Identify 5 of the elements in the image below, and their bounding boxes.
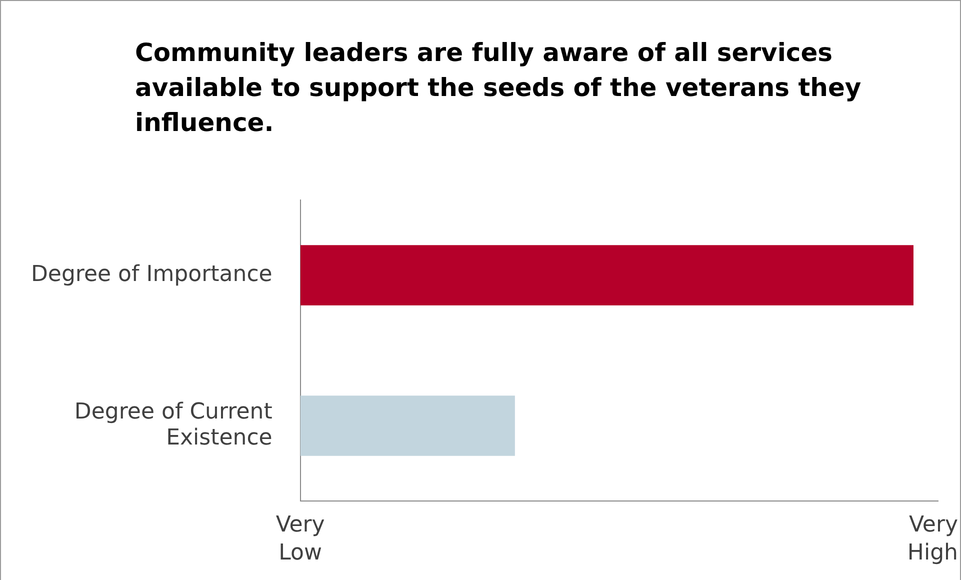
text: Very High (907, 512, 958, 566)
y-tick-label: Degree of Importance (30, 262, 272, 287)
chart-title: Community leaders are fully aware of all services available to support the seeds of the veterans they influence. (135, 37, 862, 139)
y-tick-label: Degree of Current Existence (74, 399, 273, 451)
text: Very Low (276, 512, 325, 566)
